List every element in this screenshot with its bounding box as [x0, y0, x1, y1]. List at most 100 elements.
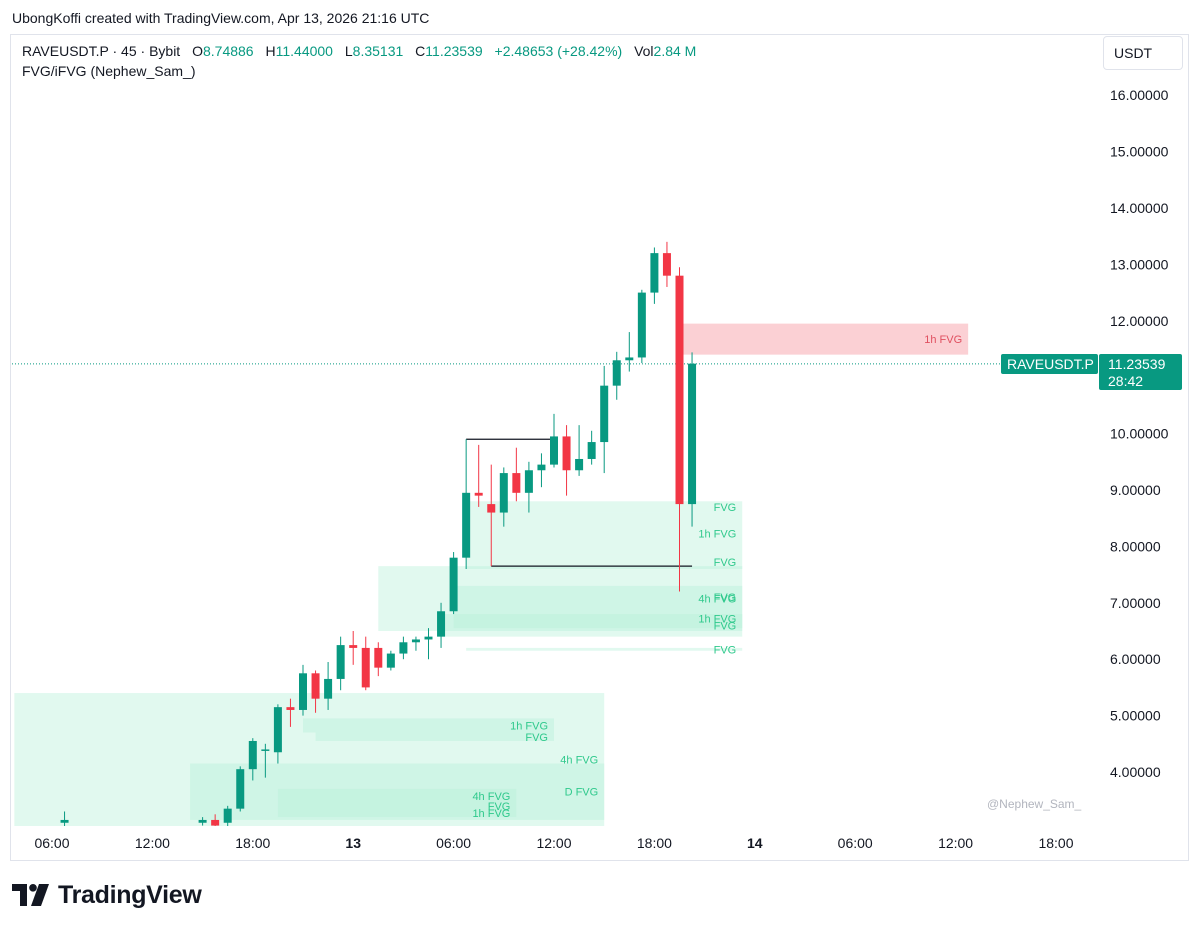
symbol-badge-text: RAVEUSDT.P [1007, 356, 1094, 372]
open-label: O [192, 43, 203, 59]
fvg-zone [303, 718, 554, 733]
volume-value: 2.84 M [653, 43, 697, 59]
candle-body [625, 357, 634, 361]
candle [424, 628, 433, 660]
price-label-badge: RAVEUSDT.P 11.23539 28:42 [1001, 354, 1182, 390]
horizontal-lines [466, 438, 693, 567]
fvg-zone [466, 554, 743, 569]
time-tick-label: 12:00 [938, 835, 973, 851]
candle [537, 453, 546, 488]
fvg-zone-label: 1h FVG [472, 808, 510, 820]
bar-countdown: 28:42 [1108, 373, 1143, 389]
indicator-legend[interactable]: FVG/iFVG (Nephew_Sam_) [22, 63, 196, 79]
candle [512, 447, 521, 502]
fvg-zone [466, 501, 743, 513]
fvg-zone [466, 647, 743, 651]
candle-body [336, 645, 345, 679]
fvg-zone-label: D FVG [565, 787, 599, 799]
candle [637, 289, 646, 364]
candle [524, 461, 533, 513]
candle-body [575, 458, 584, 471]
fvg-zone [14, 693, 605, 826]
volume-label: Vol [634, 43, 654, 59]
fvg-zone [679, 323, 969, 355]
candle-body [273, 707, 282, 753]
price-tick-label: 10.00000 [1110, 426, 1169, 442]
fvg-zone-label: 4h FVG [698, 594, 736, 606]
close-label: C [415, 43, 426, 59]
price-tick-label: 6.00000 [1110, 651, 1161, 667]
author-watermark: @Nephew_Sam_ [987, 797, 1082, 811]
fvg-zone-label: 4h FVG [472, 791, 510, 803]
candle-body [524, 470, 533, 493]
candle [462, 439, 471, 569]
candle-body [311, 673, 320, 699]
candle [600, 365, 609, 474]
price-badge [1099, 354, 1182, 390]
fvg-zone-label: FVG [714, 557, 737, 569]
price-tick-label: 9.00000 [1110, 482, 1161, 498]
candle [650, 247, 659, 304]
candle-body [386, 653, 395, 668]
low-value: 8.35131 [352, 43, 404, 59]
candle-body [449, 557, 458, 612]
candle-body [411, 639, 420, 643]
open-value: 8.74886 [202, 43, 254, 59]
price-tick-label: 4.00000 [1110, 764, 1161, 780]
candle-body [688, 363, 697, 505]
candle-body [637, 292, 646, 358]
price-tick-label: 15.00000 [1110, 144, 1169, 160]
price-tick-label: 13.00000 [1110, 256, 1169, 272]
candle-body [361, 647, 370, 688]
candle-body [374, 647, 383, 668]
price-tick-label: 5.00000 [1110, 708, 1161, 724]
fvg-zone [315, 732, 554, 741]
candle-body [537, 464, 546, 471]
change-value: +2.48653 (+28.42%) [494, 43, 623, 59]
price-tick-label: 7.00000 [1110, 595, 1161, 611]
candle [248, 738, 257, 781]
candle-body [612, 360, 621, 386]
price-axis[interactable]: 4.00000 5.00000 6.00000 7.00000 8.00000 9.000… [1110, 87, 1169, 780]
candle-body [675, 275, 684, 505]
symbol-legend: RAVEUSDT.P · 45 · Bybit O8.74886 H11.440… [22, 43, 696, 59]
currency-selector[interactable]: USDT [1103, 36, 1183, 70]
chart-frame[interactable] [10, 34, 1189, 861]
candle [575, 425, 584, 476]
candle-body [562, 436, 571, 471]
tradingview-wordmark: TradingView [58, 880, 202, 909]
candle-body [550, 436, 558, 465]
candle [411, 636, 420, 651]
candle [299, 664, 307, 716]
candle [499, 467, 508, 527]
price-tick-label: 12.00000 [1110, 313, 1169, 329]
fvg-zone-label: FVG [714, 592, 737, 604]
time-tick-label: 14 [747, 835, 763, 851]
fvg-zone-label: FVG [525, 732, 548, 744]
candle-body [60, 819, 69, 823]
candle-body [349, 645, 358, 648]
candle [675, 267, 684, 592]
candle [261, 743, 270, 778]
tradingview-logo[interactable]: TradingView [12, 879, 202, 911]
candle [374, 642, 383, 677]
fvg-zone-label: 1h FVG [698, 529, 736, 541]
candle-body [236, 769, 245, 809]
fvg-zones [14, 323, 969, 826]
fvg-zone-label: 1h FVG [510, 720, 548, 732]
candle-body [487, 504, 496, 513]
candle [273, 704, 282, 764]
candle-body [299, 673, 307, 710]
candle [625, 332, 634, 372]
tradingview-icon [12, 884, 49, 906]
fvg-zone-label: 1h FVG [698, 613, 736, 625]
candle [399, 636, 408, 660]
candle [198, 817, 207, 826]
symbol-name[interactable]: RAVEUSDT.P · 45 · Bybit [22, 43, 181, 59]
candle-body [512, 473, 521, 493]
time-axis[interactable]: 06:00 12:00 18:00 13 06:00 12:00 18:00 14 06:00 1… [34, 835, 1073, 851]
chart-caption: UbongKoffi created with TradingView.com,… [12, 10, 430, 26]
candle [223, 805, 232, 826]
